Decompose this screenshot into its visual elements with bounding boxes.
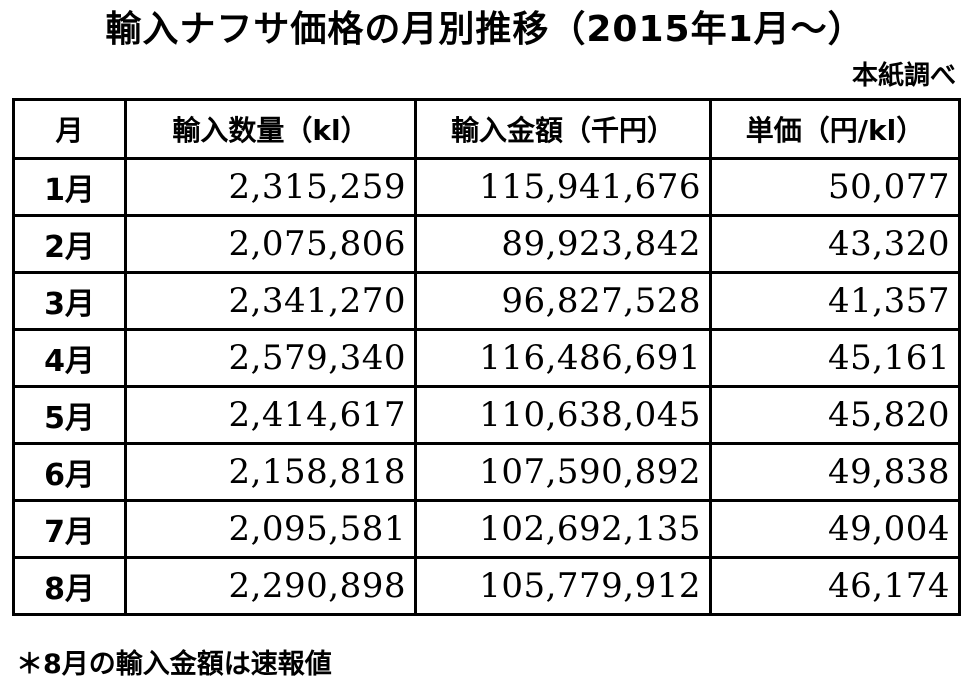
cell-import-volume: 2,579,340	[124, 328, 417, 388]
cell-unit-price: 45,820	[709, 385, 961, 445]
cell-unit-price: 46,174	[709, 556, 961, 616]
cell-month: 1月	[12, 157, 127, 217]
cell-month: 7月	[12, 499, 127, 559]
cell-month: 6月	[12, 442, 127, 502]
cell-import-amount: 105,779,912	[414, 556, 712, 616]
chart-title: 輸入ナフサ価格の月別推移（2015年1月～）	[105, 9, 865, 50]
cell-import-amount: 89,923,842	[414, 214, 712, 274]
cell-import-amount: 96,827,528	[414, 271, 712, 331]
cell-import-volume: 2,075,806	[124, 214, 417, 274]
cell-month: 2月	[12, 214, 127, 274]
table-row: 1月 2,315,259 115,941,676 50,077	[12, 157, 961, 217]
cell-unit-price: 41,357	[709, 271, 961, 331]
cell-month: 4月	[12, 328, 127, 388]
cell-month: 3月	[12, 271, 127, 331]
cell-import-volume: 2,095,581	[124, 499, 417, 559]
table-row: 4月 2,579,340 116,486,691 45,161	[12, 328, 961, 388]
footnote: ＊8月の輸入金額は速報値	[16, 649, 332, 680]
source-label: 本紙調べ	[851, 61, 956, 91]
cell-import-amount: 102,692,135	[414, 499, 712, 559]
cell-unit-price: 43,320	[709, 214, 961, 274]
cell-import-amount: 116,486,691	[414, 328, 712, 388]
cell-import-volume: 2,341,270	[124, 271, 417, 331]
cell-import-amount: 110,638,045	[414, 385, 712, 445]
cell-import-volume: 2,158,818	[124, 442, 417, 502]
table-header-row: 月 輸入数量（kl） 輸入金額（千円） 単価（円/kl）	[12, 98, 961, 160]
cell-unit-price: 50,077	[709, 157, 961, 217]
table-row: 8月 2,290,898 105,779,912 46,174	[12, 556, 961, 616]
cell-import-amount: 107,590,892	[414, 442, 712, 502]
table-row: 2月 2,075,806 89,923,842 43,320	[12, 214, 961, 274]
table-row: 3月 2,341,270 96,827,528 41,357	[12, 271, 961, 331]
cell-import-volume: 2,414,617	[124, 385, 417, 445]
cell-import-amount: 115,941,676	[414, 157, 712, 217]
column-header-unit-price: 単価（円/kl）	[709, 98, 961, 160]
table-body: 1月 2,315,259 115,941,676 50,077 2月 2,075,806 8…	[12, 157, 961, 616]
cell-import-volume: 2,315,259	[124, 157, 417, 217]
cell-unit-price: 45,161	[709, 328, 961, 388]
column-header-import-volume: 輸入数量（kl）	[124, 98, 417, 160]
cell-import-volume: 2,290,898	[124, 556, 417, 616]
cell-month: 8月	[12, 556, 127, 616]
naphtha-import-table: 月 輸入数量（kl） 輸入金額（千円） 単価（円/kl） 1月 2,315,259…	[12, 98, 961, 616]
table-row: 5月 2,414,617 110,638,045 45,820	[12, 385, 961, 445]
column-header-import-amount: 輸入金額（千円）	[414, 98, 712, 160]
cell-unit-price: 49,838	[709, 442, 961, 502]
cell-month: 5月	[12, 385, 127, 445]
column-header-month: 月	[12, 98, 127, 160]
cell-unit-price: 49,004	[709, 499, 961, 559]
table-row: 6月 2,158,818 107,590,892 49,838	[12, 442, 961, 502]
table-row: 7月 2,095,581 102,692,135 49,004	[12, 499, 961, 559]
